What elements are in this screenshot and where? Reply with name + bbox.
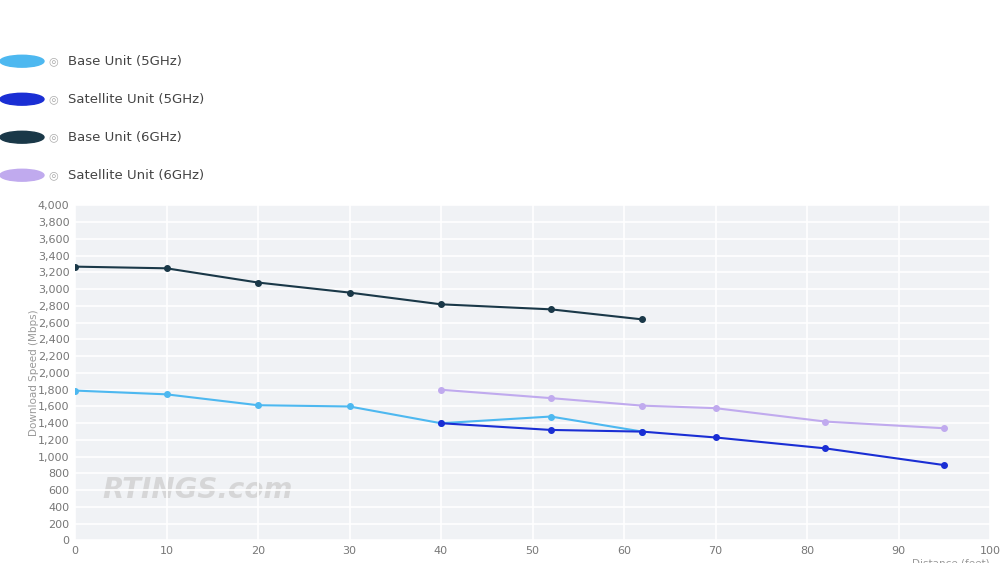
Ellipse shape [0, 93, 44, 105]
Text: ◎: ◎ [48, 56, 58, 66]
Ellipse shape [0, 169, 44, 181]
Ellipse shape [0, 131, 44, 143]
Text: Base Unit (5GHz): Base Unit (5GHz) [68, 55, 182, 68]
Text: ◎: ◎ [48, 132, 58, 142]
Text: ◎: ◎ [48, 94, 58, 104]
Text: Download Speed (Mbps): Download Speed (Mbps) [29, 310, 39, 436]
Text: RTINGS.com: RTINGS.com [102, 476, 293, 504]
Text: Satellite Unit (6GHz): Satellite Unit (6GHz) [68, 169, 204, 182]
Text: Satellite Unit (5GHz): Satellite Unit (5GHz) [68, 93, 204, 106]
Text: ◎: ◎ [48, 170, 58, 180]
Text: Distance (feet): Distance (feet) [912, 559, 990, 563]
Text: Base Unit (6GHz): Base Unit (6GHz) [68, 131, 182, 144]
Ellipse shape [0, 55, 44, 67]
Text: eero Max 7 (Mixed Examples): eero Max 7 (Mixed Examples) [10, 14, 256, 32]
